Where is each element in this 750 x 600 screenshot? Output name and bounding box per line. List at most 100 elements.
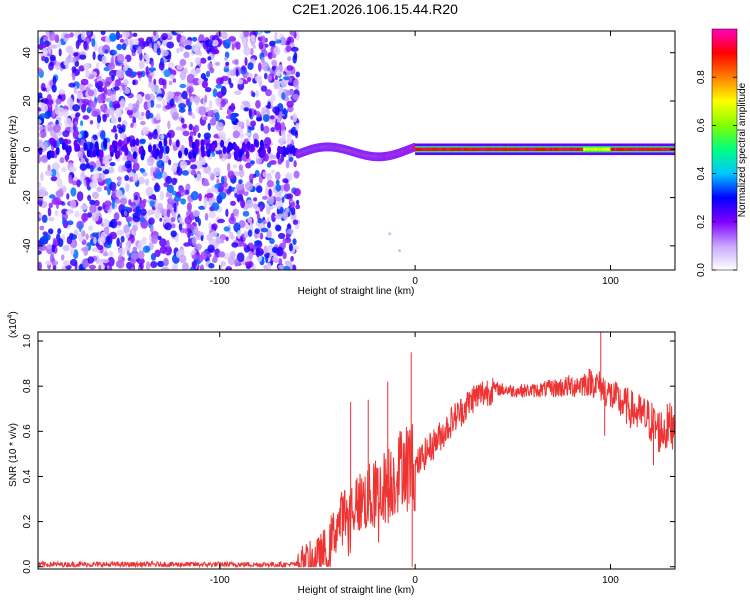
- spectrogram-cell: [569, 147, 572, 151]
- spectrogram-cell: [110, 218, 118, 229]
- spectrogram-cell: [221, 75, 229, 81]
- spectrogram-cell: [288, 76, 293, 83]
- spectrogram-cell: [274, 122, 282, 131]
- spectrogram-cell: [253, 197, 258, 202]
- spectrogram-cell: [109, 93, 117, 102]
- spectrogram-cell: [85, 158, 89, 163]
- spectrogram-cell: [469, 147, 472, 151]
- spectrogram-cell: [264, 37, 268, 43]
- spectrogram-cell: [238, 168, 245, 178]
- spectrogram-cell: [622, 147, 625, 151]
- spectrogram-cell: [72, 73, 76, 81]
- spectrogram-cell: [91, 232, 99, 237]
- spectrogram-cell: [236, 183, 244, 191]
- spectrogram-cell: [66, 139, 72, 145]
- spectrogram-cell: [150, 253, 157, 261]
- y-tick-label: 20: [22, 95, 33, 107]
- spectrogram-cell: [132, 32, 138, 37]
- spectrogram-cell: [587, 147, 590, 151]
- spectrogram-cell: [97, 94, 104, 104]
- spectrogram-cell: [266, 207, 271, 215]
- spectrogram-cell: [103, 218, 110, 228]
- spectrogram-cell: [275, 197, 282, 202]
- spectrogram-cell: [62, 216, 66, 226]
- spectrogram-cell: [286, 65, 294, 71]
- spectrogram-cell: [110, 128, 118, 133]
- spectrogram-cell: [39, 225, 45, 231]
- spectrogram-cell: [160, 133, 165, 140]
- spectrogram-cell: [141, 127, 149, 135]
- spectrogram-cell: [575, 147, 578, 151]
- spectrogram-cell: [39, 213, 43, 219]
- spectrogram-cell: [67, 145, 72, 154]
- spectrogram-cell: [158, 61, 165, 71]
- spectrogram-cell: [252, 132, 259, 142]
- spectrogram-cell: [70, 125, 74, 134]
- spectrogram-cell: [43, 97, 49, 105]
- spectrogram-cell: [115, 189, 123, 199]
- spectrogram-cell: [275, 179, 280, 185]
- spectrogram-cell: [285, 159, 290, 169]
- spectrogram-cell: [252, 203, 258, 209]
- spectrogram-cell: [606, 147, 609, 151]
- y-tick-label: 0.6: [22, 424, 33, 438]
- spectrogram-cell: [82, 258, 89, 269]
- spectrogram-cell: [180, 117, 185, 124]
- spectrogram-cell: [49, 253, 55, 263]
- spectrogram-cell: [268, 188, 272, 197]
- spectrogram-cell: [80, 78, 89, 86]
- spectrogram-cell: [161, 79, 167, 86]
- spectrogram-cell: [269, 115, 275, 120]
- spectrogram-cell: [220, 261, 226, 267]
- spectrogram-cell: [240, 198, 246, 209]
- spectrogram-cell: [108, 251, 114, 257]
- spectrogram-cell: [258, 31, 263, 38]
- spectrogram-cell: [145, 186, 154, 197]
- spectrogram-cell: [293, 79, 299, 87]
- spectrogram-cell: [270, 127, 276, 133]
- spectrogram-cell: [48, 44, 52, 55]
- spectrogram-cell: [92, 88, 97, 98]
- spectrogram-cell: [255, 75, 262, 83]
- spectrogram-cell: [165, 145, 170, 154]
- spectrogram-cell: [95, 148, 100, 157]
- spectrogram-cell: [250, 120, 256, 127]
- spectrogram-cell: [156, 159, 165, 169]
- spectrogram-cell: [50, 176, 58, 182]
- spectrogram-cell: [175, 139, 180, 148]
- spectrogram-cell: [98, 264, 102, 270]
- spectrogram-cell: [559, 147, 562, 151]
- spectrogram-cell: [81, 103, 87, 113]
- spectrogram-cell: [557, 147, 560, 151]
- spectrogram-cell: [534, 147, 537, 151]
- spectrogram-cell: [41, 214, 48, 223]
- spectrogram-cell: [230, 212, 235, 222]
- spectrogram-cell: [280, 79, 288, 88]
- spectrogram-frame: [37, 30, 676, 271]
- spectrogram-cell: [182, 130, 190, 137]
- spectrogram-cell: [288, 146, 293, 155]
- spectrogram-cell: [452, 147, 455, 151]
- spectrogram-cell: [259, 150, 264, 159]
- spectrogram-cell: [247, 62, 254, 70]
- spectrogram-cell: [248, 250, 253, 260]
- spectrogram-cell: [290, 201, 296, 208]
- spectrogram-cell: [45, 245, 53, 249]
- spectrogram-cell: [208, 201, 213, 207]
- spectrogram-cell: [197, 132, 201, 139]
- spectrogram-cell: [267, 75, 273, 82]
- spectrogram-cell: [109, 32, 117, 42]
- spectrogram-cell: [262, 114, 270, 123]
- spectrogram-cell: [109, 144, 114, 153]
- spectrogram-cell: [123, 79, 129, 86]
- spectrogram-cell: [266, 262, 272, 270]
- spectrogram-cell: [245, 199, 254, 209]
- spectrogram-cell: [178, 150, 182, 159]
- spectrogram-cell: [388, 232, 392, 236]
- spectrogram-cell: [190, 169, 197, 176]
- spectrogram-cell: [263, 137, 272, 147]
- spectrogram-cell: [612, 147, 615, 151]
- spectrogram-cell: [122, 31, 130, 39]
- spectrogram-cell: [255, 185, 263, 193]
- spectrogram-cell: [135, 71, 143, 76]
